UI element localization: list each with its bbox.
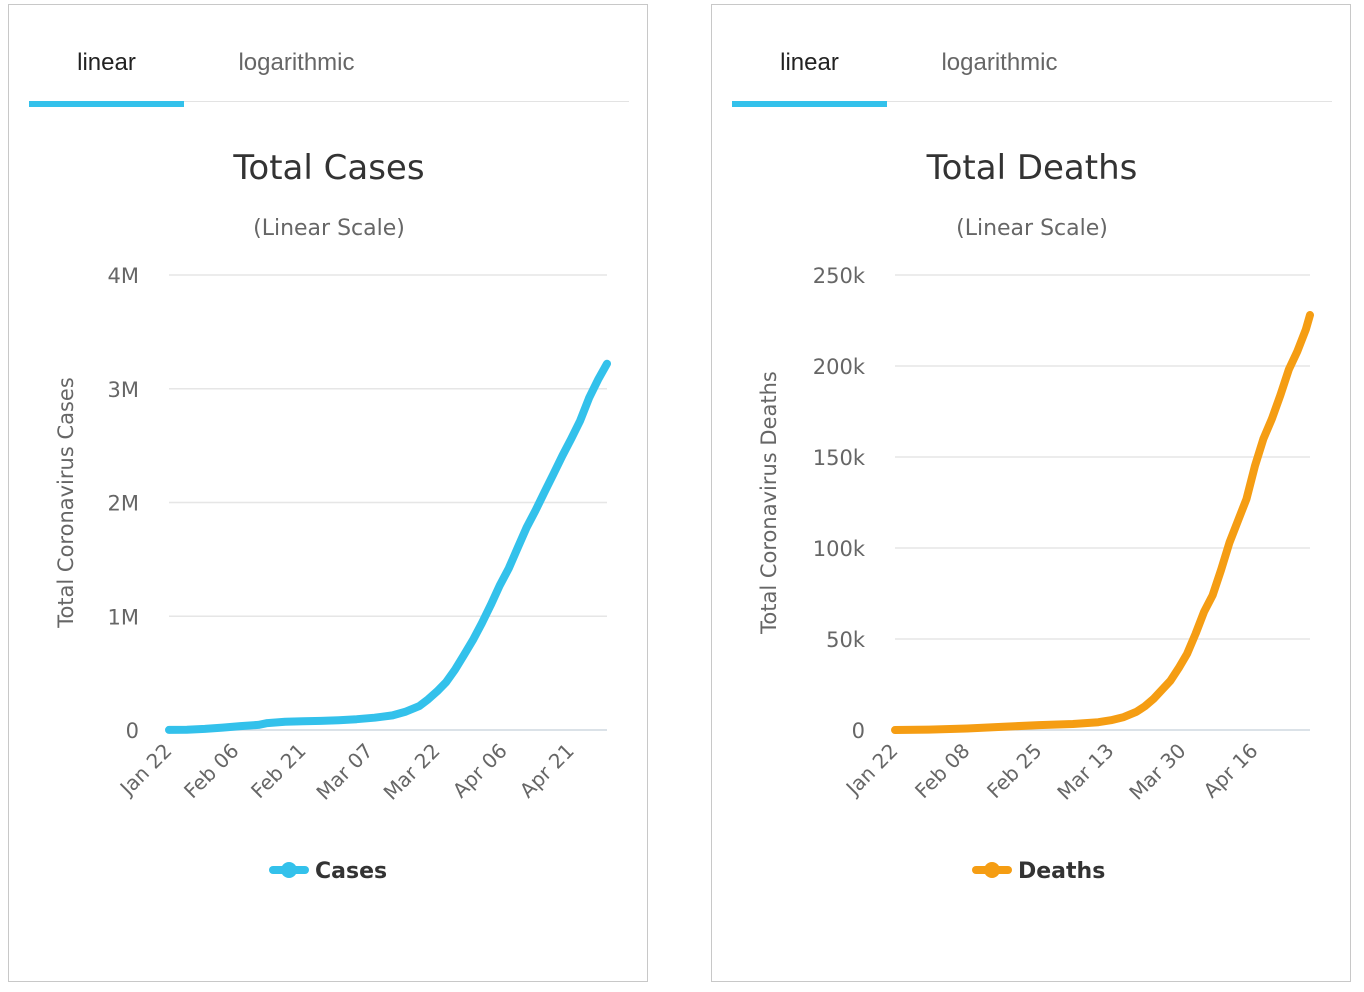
chart-subtitle: (Linear Scale) <box>253 216 405 241</box>
x-tick-label: Apr 16 <box>1199 739 1263 803</box>
x-tick-label: Mar 13 <box>1052 739 1118 805</box>
chart-subtitle: (Linear Scale) <box>956 216 1108 241</box>
y-tick-label: 4M <box>108 264 139 288</box>
chart-title: Total Cases <box>232 148 424 188</box>
scale-tabs: linear logarithmic <box>732 5 1332 109</box>
legend-label: Cases <box>315 859 387 884</box>
y-axis-label: Total Coronavirus Cases <box>54 377 78 629</box>
y-tick-label: 2M <box>108 492 139 516</box>
x-tick-label: Mar 30 <box>1124 739 1190 805</box>
series-line-deaths <box>891 311 1314 734</box>
cases-chart: Total Cases (Linear Scale) Total Coronavir… <box>54 148 611 884</box>
active-tab-indicator <box>732 101 887 107</box>
y-tick-label: 150k <box>813 446 866 470</box>
tabs-divider <box>29 101 629 102</box>
y-tick-label: 100k <box>813 537 866 561</box>
scale-tabs: linear logarithmic <box>29 5 629 109</box>
legend-marker <box>281 862 297 878</box>
x-tick-label: Feb 06 <box>179 739 244 804</box>
y-tick-label: 0 <box>126 719 139 743</box>
tab-logarithmic[interactable]: logarithmic <box>238 49 355 76</box>
legend-item[interactable]: Deaths <box>972 859 1105 884</box>
tabs-divider <box>732 101 1332 102</box>
y-tick-label: 1M <box>108 605 139 629</box>
active-tab-indicator <box>29 101 184 107</box>
x-tick-label: Apr 06 <box>448 739 512 803</box>
x-tick-label: Jan 22 <box>840 739 903 802</box>
y-axis-label: Total Coronavirus Deaths <box>757 371 781 635</box>
legend-marker <box>984 862 1000 878</box>
legend-label: Deaths <box>1018 859 1105 884</box>
x-tick-label: Feb 08 <box>910 739 975 804</box>
y-tick-label: 3M <box>108 378 139 402</box>
legend-item[interactable]: Cases <box>269 859 387 884</box>
y-tick-label: 250k <box>813 264 866 288</box>
x-tick-label: Apr 21 <box>515 739 579 803</box>
y-tick-label: 0 <box>852 719 865 743</box>
cases-chart-panel: linear logarithmic Total Cases (Linear Sc… <box>8 4 648 982</box>
x-tick-label: Jan 22 <box>114 739 177 802</box>
deaths-chart-panel: linear logarithmic Total Deaths (Linear S… <box>711 4 1351 982</box>
y-tick-label: 200k <box>813 355 866 379</box>
series-line-cases <box>165 359 611 734</box>
chart-title: Total Deaths <box>926 148 1138 188</box>
y-tick-label: 50k <box>826 628 866 652</box>
tab-logarithmic[interactable]: logarithmic <box>941 49 1058 76</box>
deaths-chart: Total Deaths (Linear Scale) Total Coronavi… <box>757 148 1314 884</box>
x-tick-label: Mar 07 <box>312 739 378 805</box>
x-tick-label: Mar 22 <box>379 739 445 805</box>
tab-linear[interactable]: linear <box>780 49 839 76</box>
x-tick-label: Feb 21 <box>246 739 311 804</box>
x-tick-label: Feb 25 <box>982 739 1047 804</box>
tab-linear[interactable]: linear <box>77 49 136 76</box>
